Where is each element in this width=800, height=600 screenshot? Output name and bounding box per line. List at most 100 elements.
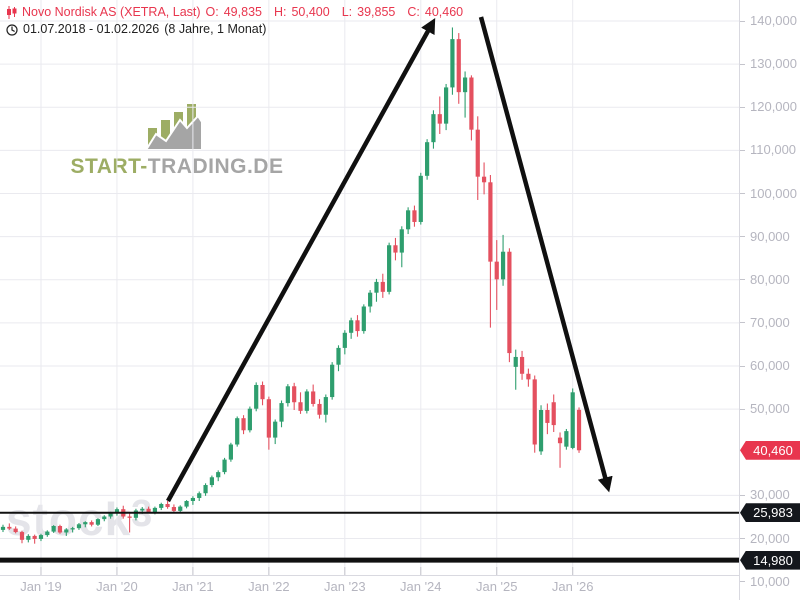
candle-body: [323, 397, 328, 415]
candle-body: [197, 493, 202, 498]
candle-body: [89, 522, 94, 525]
candle-body: [83, 522, 88, 525]
candle-body: [336, 347, 341, 365]
candle-body: [304, 391, 309, 411]
header: Novo Nordisk AS (XETRA, Last) O: 49,835 …: [6, 4, 463, 38]
candle-body: [570, 392, 575, 448]
y-tick-mark: [740, 538, 745, 539]
candle-body: [469, 77, 474, 130]
time-axis[interactable]: Jan '19 Jan '20 Jan '21 Jan '22 Jan '23 Jan '…: [0, 575, 739, 600]
candle-body: [475, 129, 480, 177]
candle-body: [538, 409, 544, 452]
candle-body: [355, 320, 360, 332]
y-tick-label: 140,000: [750, 13, 797, 28]
candle-body: [444, 87, 449, 124]
candle-body: [260, 384, 265, 400]
y-tick-mark: [740, 581, 745, 583]
y-tick-label: 60,000: [750, 358, 790, 373]
candle-body: [285, 386, 290, 404]
start-trading-watermark: START-TRADING.DE: [62, 98, 292, 179]
instrument-name: Novo Nordisk AS (XETRA, Last): [22, 5, 201, 19]
instrument-candle-icon: [7, 6, 17, 19]
y-tick-mark: [740, 149, 745, 151]
open-value: 49,835: [223, 5, 262, 19]
y-tick-mark: [740, 408, 745, 410]
logo-bars-icon: [144, 104, 203, 151]
candle-body: [184, 500, 189, 507]
candle-body: [380, 281, 385, 292]
y-tick-mark: [740, 193, 745, 194]
candle-body: [247, 408, 252, 431]
y-tick-label: 50,000: [750, 401, 790, 417]
candle-body: [311, 391, 316, 404]
y-tick-mark: [740, 63, 745, 65]
low-value: 39,855: [357, 5, 396, 19]
candle-body: [526, 373, 531, 380]
date-range: 01.07.2018 - 01.02.2026: [23, 22, 160, 36]
candle-body: [203, 485, 208, 494]
candle-body: [228, 444, 233, 460]
candle-body: [7, 526, 12, 529]
candle-body: [95, 519, 101, 525]
candle-body: [76, 524, 82, 529]
candle-body: [140, 508, 145, 511]
close-label: C:: [407, 5, 420, 19]
logo-text-green: START-: [70, 155, 148, 178]
candle-body: [64, 529, 69, 533]
candle-body: [456, 39, 461, 93]
candle-body: [393, 245, 398, 253]
candle-body: [342, 332, 347, 348]
candle-body: [545, 409, 550, 423]
y-tick-label: 90,000: [750, 228, 790, 244]
candle-body: [171, 507, 177, 511]
high-value: 50,400: [291, 5, 330, 19]
candle-body: [273, 421, 278, 438]
candle-body: [102, 516, 107, 520]
candle-body: [317, 403, 322, 415]
candle-body: [513, 356, 518, 367]
candle-body: [425, 142, 430, 176]
candle-body: [190, 497, 195, 501]
candle-body: [431, 114, 436, 143]
candle-body: [399, 229, 404, 253]
open-label: O:: [205, 5, 219, 19]
candle-body: [564, 431, 569, 447]
y-tick-mark: [740, 365, 745, 367]
candle-body: [152, 507, 158, 513]
x-tick-label: Jan '20: [96, 579, 138, 594]
candle-body: [292, 386, 297, 403]
candle-body: [462, 77, 468, 93]
y-tick-label: 110,000: [750, 142, 797, 158]
close-value: 40,460: [424, 5, 464, 19]
x-tick-label: Jan '23: [324, 579, 366, 594]
candle-body: [406, 210, 411, 230]
candle-body: [532, 379, 537, 445]
candle-body: [387, 245, 392, 292]
candle-body: [361, 306, 366, 332]
candle-body: [209, 477, 214, 486]
y-tick-label: 30,000: [750, 487, 790, 503]
candle-body: [500, 251, 506, 280]
y-tick-mark: [740, 106, 745, 108]
candle-body: [127, 516, 132, 518]
x-tick-label: Jan '24: [400, 579, 442, 594]
chart-canvas[interactable]: [0, 0, 739, 575]
candle-body: [330, 364, 335, 398]
y-tick-mark: [740, 20, 745, 22]
candle-body: [368, 292, 373, 307]
duration: (8 Jahre, 1 Monat): [164, 22, 267, 36]
candle-body: [178, 506, 183, 511]
logo-text-gray: TRADING.DE: [147, 155, 284, 178]
price-axis[interactable]: 140,000 130,000 120,000 110,000 100,000 90,00…: [739, 0, 800, 600]
candle-body: [165, 504, 170, 508]
candle-body: [38, 535, 44, 539]
last-price-tag: 40,460: [740, 440, 800, 460]
candle-body: [481, 176, 487, 183]
y-tick-label: 70,000: [750, 314, 790, 330]
x-tick-label: Jan '21: [172, 579, 214, 594]
candle-body: [159, 504, 164, 508]
x-tick-label: Jan '22: [248, 579, 290, 594]
level-price-tag: 14,980: [740, 550, 800, 570]
y-tick-label: 100,000: [750, 185, 797, 201]
x-tick-label: Jan '26: [551, 579, 594, 594]
